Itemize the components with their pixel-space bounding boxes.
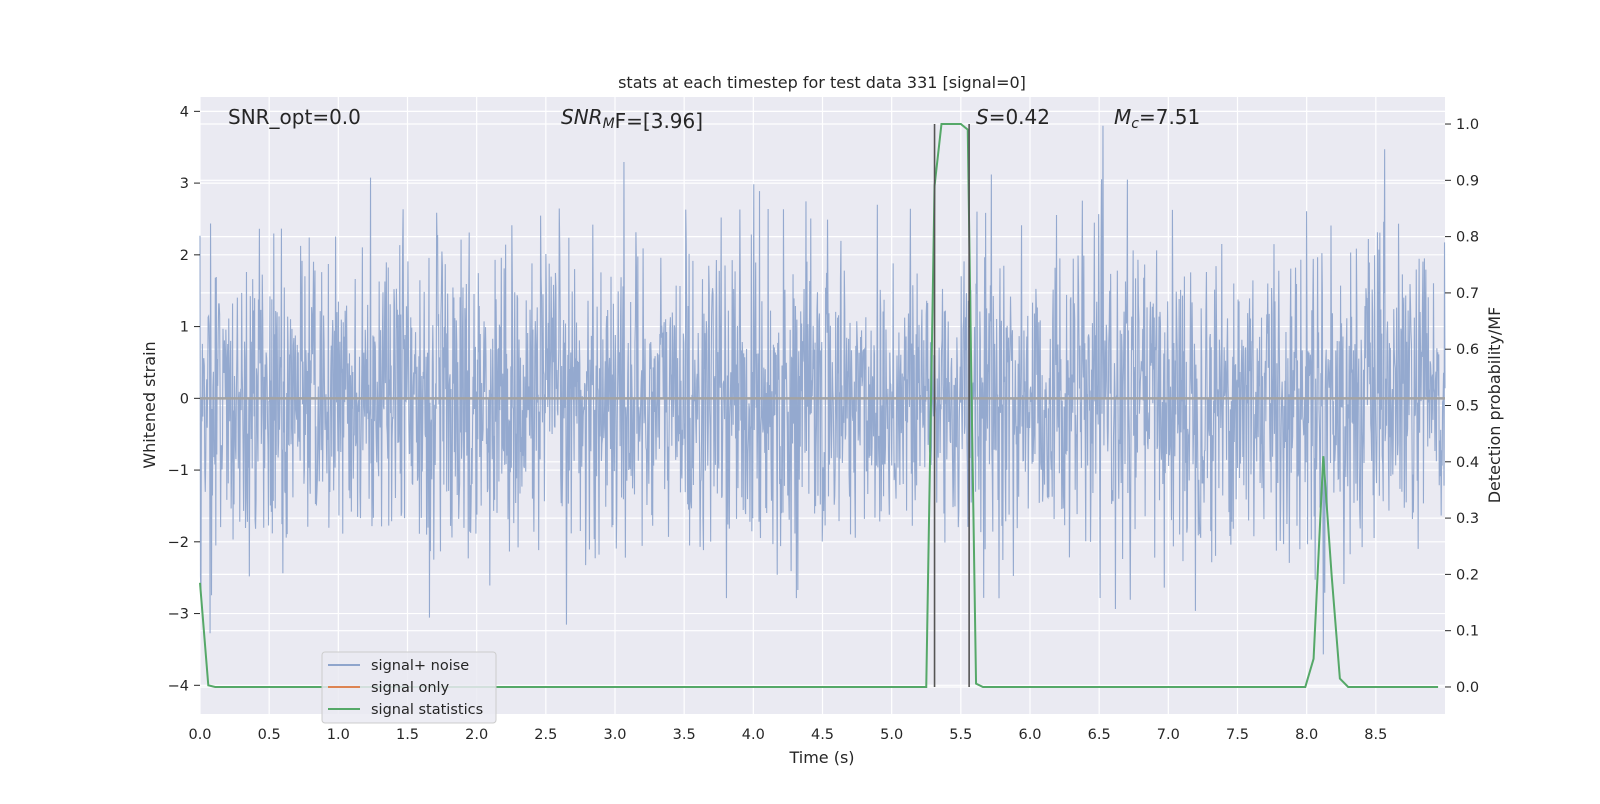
y-left-tick-label: 1 xyxy=(180,320,189,336)
noise-series xyxy=(199,125,1446,655)
y-left-tick-label: −1 xyxy=(168,463,189,479)
series-signal-statistics xyxy=(199,123,1439,688)
annotation-snr-mf: SNRMF=[3.96] xyxy=(561,105,703,133)
legend-box xyxy=(321,651,497,724)
y-right-tick-label: 0.9 xyxy=(1456,173,1479,189)
x-tick-label: 1.0 xyxy=(327,727,350,743)
x-tick-label: 0.5 xyxy=(258,727,281,743)
x-tick-label: 2.0 xyxy=(465,727,488,743)
y-right-tick-label: 0.1 xyxy=(1456,624,1479,640)
x-tick-label: 2.5 xyxy=(534,727,557,743)
y-right-tick-label: 0.6 xyxy=(1456,342,1479,358)
y-right-tick-label: 0.7 xyxy=(1456,286,1479,302)
snr-mf-main: SNR xyxy=(561,105,603,129)
y-left-tick-label: 2 xyxy=(180,248,189,264)
x-tick-label: 3.5 xyxy=(673,727,696,743)
mc-rest: =7.51 xyxy=(1139,105,1200,129)
y-right-tick-label: 0.3 xyxy=(1456,511,1479,527)
y-right-tick-labels: 1.0 0.9 0.8 0.7 0.6 0.5 0.4 0.3 0.2 0.1 0.0 xyxy=(1445,117,1479,696)
annotation-snr-opt: SNR_opt=0.0 xyxy=(228,105,361,129)
y-left-tick-label: 0 xyxy=(180,391,189,407)
mc-main: M xyxy=(1114,105,1131,129)
y-right-tick-label: 0.5 xyxy=(1456,399,1479,415)
legend-label-stats: signal statistics xyxy=(371,702,483,718)
series-lines xyxy=(199,123,1445,688)
y-right-tick-label: 0.2 xyxy=(1456,567,1479,583)
legend-label-signal: signal only xyxy=(371,680,450,696)
x-tick-labels: 0.0 0.5 1.0 1.5 2.0 2.5 3.0 3.5 4.0 4.5 5.0 5.5 6.0 6… xyxy=(188,727,1387,743)
annotation-s: S=0.42 xyxy=(976,105,1050,129)
y-left-tick-label: 4 xyxy=(180,104,189,120)
x-tick-label: 3.0 xyxy=(603,727,626,743)
y-left-tick-label: −2 xyxy=(168,535,189,551)
vertical-markers xyxy=(933,124,970,687)
x-tick-label: 4.0 xyxy=(742,727,765,743)
x-tick-label: 7.0 xyxy=(1157,727,1180,743)
snr-mf-sub: M xyxy=(603,116,615,132)
legend: signal+ noise signal only signal statist… xyxy=(321,651,497,724)
y-right-tick-label: 0.8 xyxy=(1456,230,1479,246)
x-tick-label: 0.0 xyxy=(188,727,211,743)
x-axis-label: Time (s) xyxy=(788,748,854,767)
snr-mf-rest: F=[3.96] xyxy=(615,109,703,133)
x-tick-label: 6.5 xyxy=(1088,727,1111,743)
chart-title: stats at each timestep for test data 331… xyxy=(618,73,1026,92)
x-tick-label: 5.5 xyxy=(949,727,972,743)
mc-sub: c xyxy=(1131,116,1139,132)
y-right-tick-label: 0.0 xyxy=(1456,680,1479,696)
legend-label-noise: signal+ noise xyxy=(371,658,469,674)
y-right-axis-label: Detection probability/MF xyxy=(1485,307,1504,504)
y-left-tick-labels: 4 3 2 1 0 −1 −2 −3 −4 xyxy=(168,104,200,694)
y-left-tick-label: −4 xyxy=(168,678,189,694)
y-right-tick-label: 1.0 xyxy=(1456,117,1479,133)
y-left-tick-label: 3 xyxy=(180,176,189,192)
y-right-tick-label: 0.4 xyxy=(1456,455,1479,471)
s-rest: =0.42 xyxy=(989,105,1050,129)
x-tick-label: 4.5 xyxy=(811,727,834,743)
x-tick-label: 5.0 xyxy=(880,727,903,743)
annotation-mc: Mc=7.51 xyxy=(1114,105,1200,132)
x-tick-label: 7.5 xyxy=(1226,727,1249,743)
x-tick-label: 8.5 xyxy=(1364,727,1387,743)
series-signal-noise xyxy=(199,125,1446,655)
x-tick-label: 6.0 xyxy=(1018,727,1041,743)
y-left-axis-label: Whitened strain xyxy=(140,341,159,468)
s-main: S xyxy=(976,105,989,129)
x-tick-label: 1.5 xyxy=(396,727,419,743)
x-tick-label: 8.0 xyxy=(1295,727,1318,743)
y-left-tick-label: −3 xyxy=(168,607,189,623)
